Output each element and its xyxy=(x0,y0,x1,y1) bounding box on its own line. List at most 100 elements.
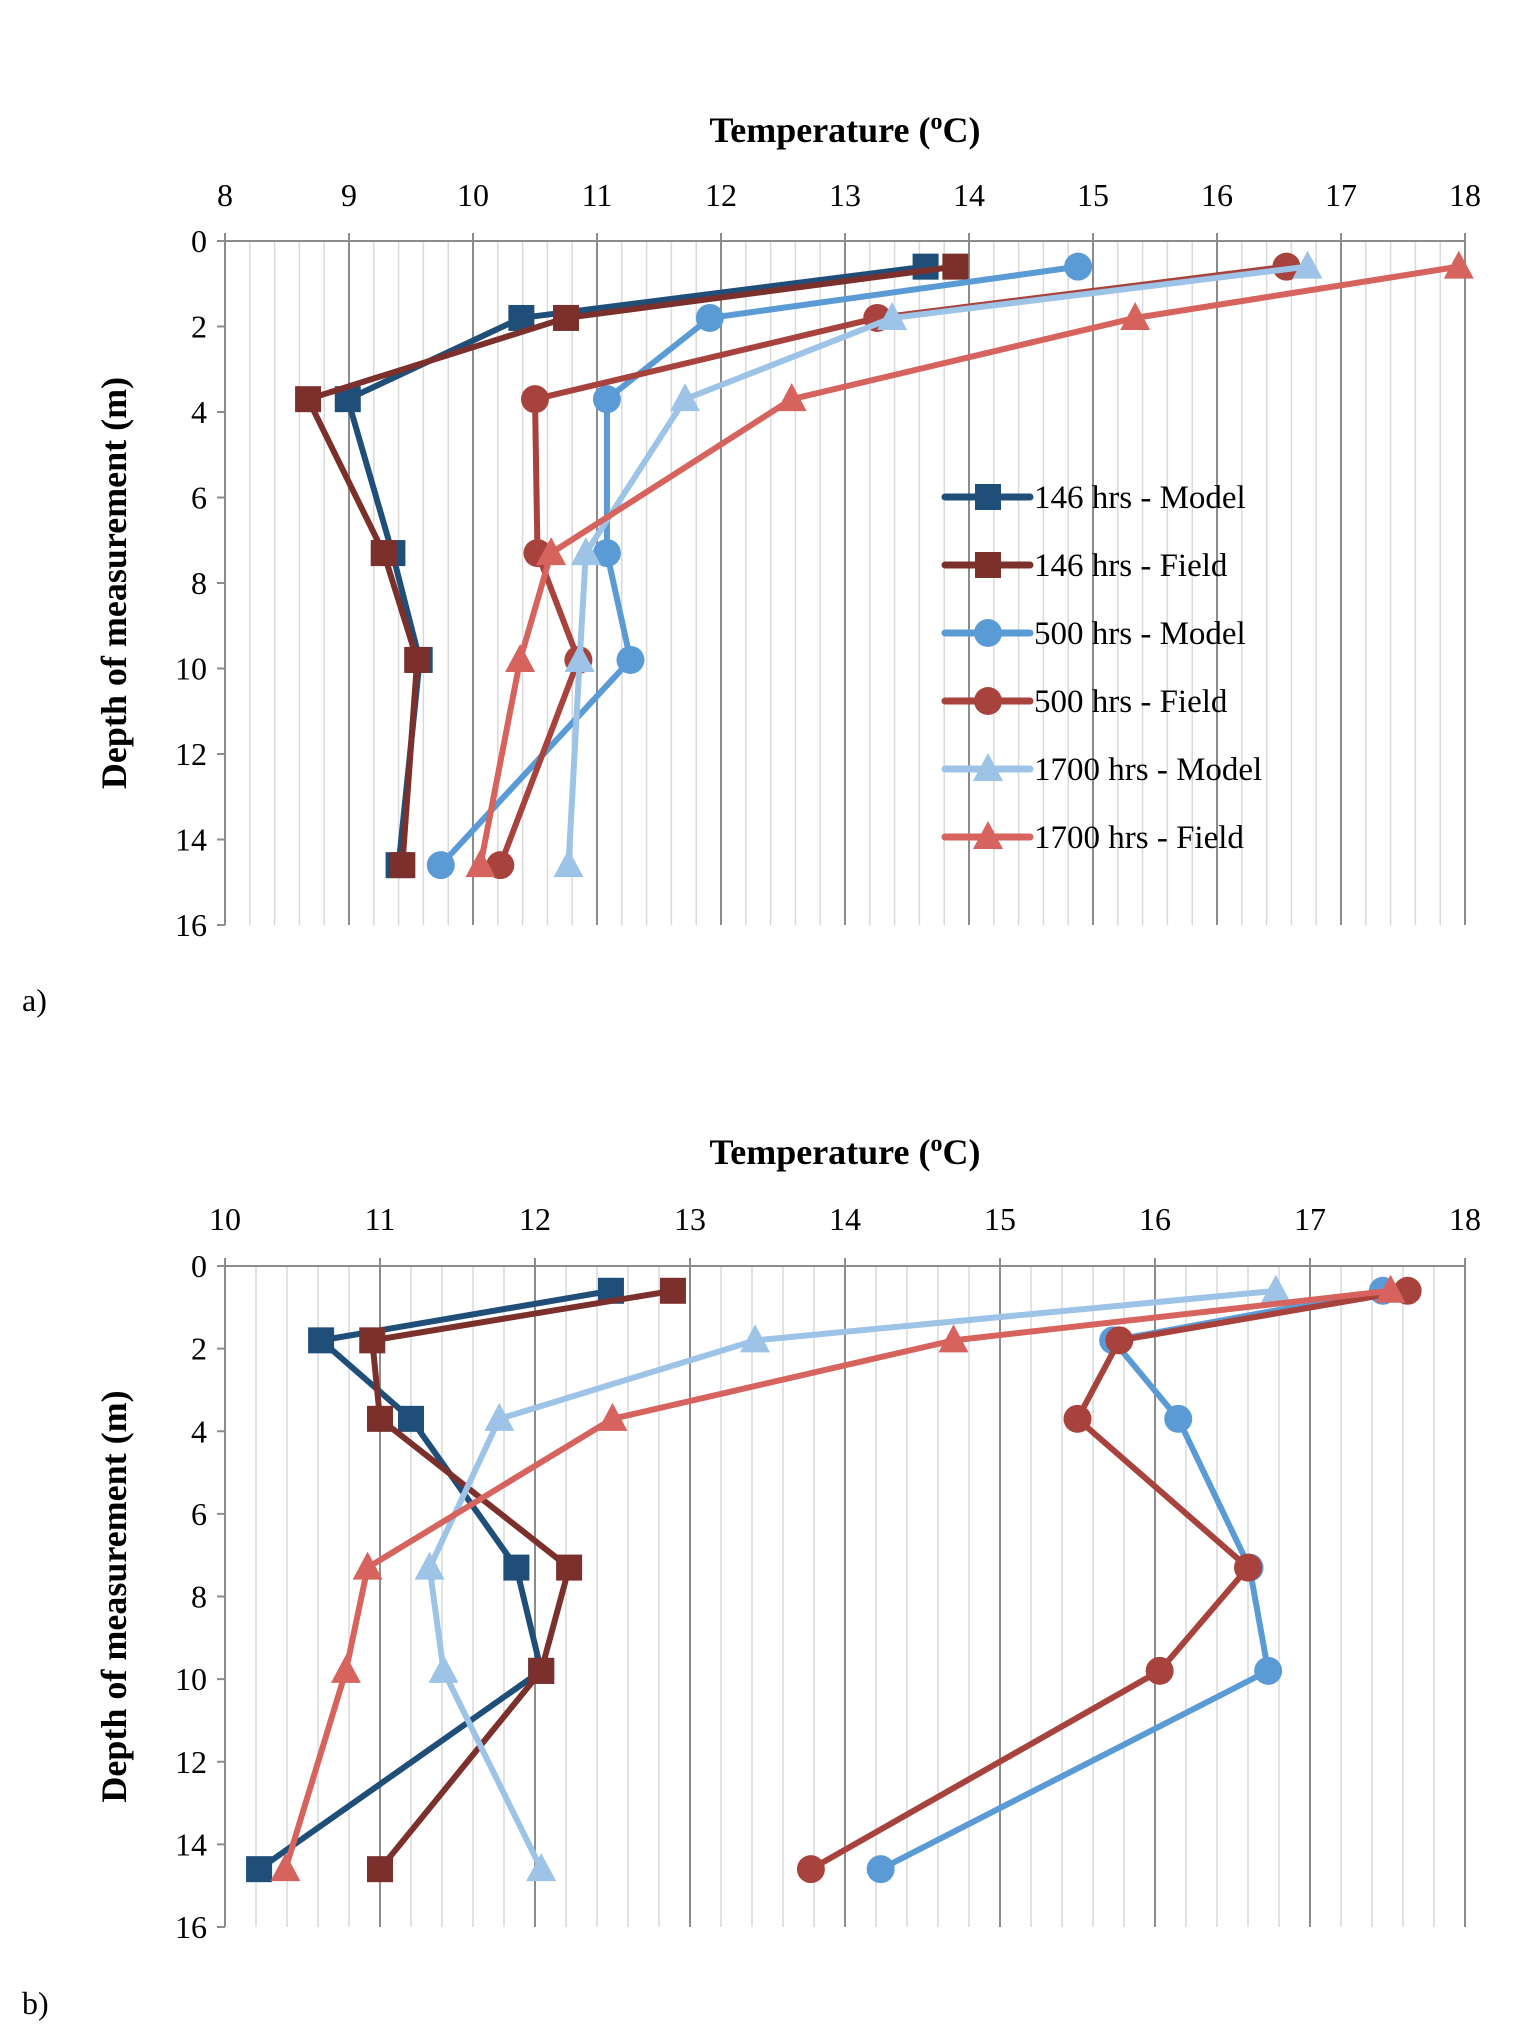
series-line xyxy=(282,1287,1391,1871)
series-146-hrs-field xyxy=(295,253,969,879)
data-point xyxy=(367,1405,393,1432)
data-point xyxy=(404,646,431,673)
y-tick-label: 16 xyxy=(175,1909,207,1945)
data-point xyxy=(776,383,807,412)
y-tick-label: 4 xyxy=(191,1413,207,1449)
data-point xyxy=(330,1654,361,1683)
legend-marker-circle xyxy=(974,687,1002,715)
x-axis-title: Temperature (oC) xyxy=(710,1131,981,1172)
series-500-hrs-field xyxy=(796,1276,1422,1884)
legend-label: 500 hrs - Model xyxy=(1034,616,1246,652)
series-1700-hrs-field xyxy=(465,250,1474,878)
x-tick-label: 15 xyxy=(1077,177,1109,213)
x-tick-label: 17 xyxy=(1294,1201,1326,1237)
data-point xyxy=(352,1551,383,1580)
legend-marker-triangle xyxy=(973,753,1003,781)
panel-label-b: b) xyxy=(22,1985,49,2021)
series-1700-hrs-model xyxy=(414,1274,1291,1882)
x-tick-label: 10 xyxy=(457,177,489,213)
y-tick-label: 10 xyxy=(175,1661,207,1697)
series-line xyxy=(477,263,1460,866)
data-point xyxy=(740,1324,771,1353)
data-point xyxy=(553,304,579,331)
data-point xyxy=(484,1402,515,1431)
y-tick-label: 8 xyxy=(191,565,207,601)
data-point xyxy=(428,1654,459,1683)
y-axis-title: Depth of measurement (m) xyxy=(94,1390,134,1802)
data-point xyxy=(521,385,549,414)
legend-label: 1700 hrs - Field xyxy=(1034,820,1244,856)
y-tick-label: 4 xyxy=(191,394,207,430)
data-point xyxy=(1063,1404,1092,1433)
series-line xyxy=(426,1287,1277,1871)
x-tick-label: 17 xyxy=(1325,177,1357,213)
legend-item: 146 hrs - Model xyxy=(941,480,1246,516)
y-tick-label: 6 xyxy=(191,1496,207,1532)
y-tick-label: 0 xyxy=(191,223,207,259)
y-tick-label: 8 xyxy=(191,1579,207,1615)
legend-marker-circle xyxy=(974,619,1002,647)
series-line xyxy=(305,263,956,866)
x-tick-label: 13 xyxy=(674,1201,706,1237)
x-tick-label: 16 xyxy=(1139,1201,1171,1237)
y-tick-label: 16 xyxy=(175,907,207,943)
legend-item: 500 hrs - Field xyxy=(941,684,1228,720)
series-1700-hrs-field xyxy=(270,1274,1406,1882)
y-tick-label: 2 xyxy=(191,1331,207,1367)
data-point xyxy=(695,303,724,332)
data-point xyxy=(877,301,908,330)
series-line xyxy=(565,263,1308,866)
data-point xyxy=(465,849,496,878)
data-point xyxy=(359,1327,386,1354)
x-tick-label: 13 xyxy=(829,177,861,213)
data-point xyxy=(670,383,701,412)
x-tick-label: 15 xyxy=(984,1201,1016,1237)
legend-label: 146 hrs - Field xyxy=(1034,548,1228,584)
x-tick-label: 14 xyxy=(953,177,985,213)
data-point xyxy=(1105,1326,1134,1355)
data-point xyxy=(1064,252,1093,281)
series-line xyxy=(369,1287,674,1872)
data-point xyxy=(398,1405,424,1432)
x-tick-label: 8 xyxy=(217,177,233,213)
data-point xyxy=(1260,1274,1291,1303)
data-point xyxy=(295,386,322,413)
data-point xyxy=(1234,1553,1262,1582)
data-point xyxy=(1120,301,1151,330)
data-point xyxy=(370,540,397,567)
x-tick-label: 12 xyxy=(519,1201,551,1237)
y-tick-label: 14 xyxy=(175,1826,207,1862)
y-axis-title: Depth of measurement (m) xyxy=(94,377,134,789)
data-point xyxy=(597,1402,628,1431)
data-point xyxy=(526,1853,557,1882)
series-line xyxy=(438,263,1079,868)
chart-panel-b: 10 11 12 13 14 15 16 17 18 0 2 4 6 8 10 12 14 16 Temperatu… xyxy=(94,1131,1481,1945)
data-point xyxy=(866,1855,895,1884)
legend-marker-square xyxy=(975,552,1001,578)
x-tick-label: 11 xyxy=(365,1201,396,1237)
legend-item: 1700 hrs - Field xyxy=(941,820,1244,856)
series-500-hrs-model xyxy=(426,252,1093,880)
series-1700-hrs-model xyxy=(553,250,1323,878)
legend-label: 500 hrs - Field xyxy=(1034,684,1228,720)
x-tick-label: 10 xyxy=(209,1201,241,1237)
legend-marker-square xyxy=(975,484,1001,510)
y-tick-label: 6 xyxy=(191,480,207,516)
data-point xyxy=(367,1856,393,1883)
legend-label: 1700 hrs - Model xyxy=(1034,752,1262,788)
data-point xyxy=(308,1327,335,1354)
series-line xyxy=(809,1287,1409,1872)
x-tick-label: 16 xyxy=(1201,177,1233,213)
y-tick-label: 0 xyxy=(191,1248,207,1284)
data-point xyxy=(796,1855,825,1884)
series-146-hrs-model xyxy=(334,253,939,879)
data-point xyxy=(1375,1274,1406,1303)
legend-item: 500 hrs - Model xyxy=(941,616,1246,652)
data-point xyxy=(616,645,645,674)
data-point xyxy=(564,643,595,672)
data-point xyxy=(553,849,584,878)
panel-label-a: a) xyxy=(22,982,47,1018)
data-point xyxy=(414,1551,445,1580)
x-tick-label: 11 xyxy=(582,177,613,213)
data-point xyxy=(1164,1404,1193,1433)
